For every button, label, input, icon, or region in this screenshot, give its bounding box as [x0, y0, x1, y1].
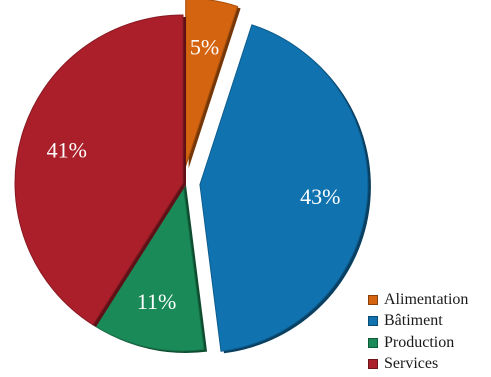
data-label-batiment: 43%: [300, 184, 340, 209]
pie-slice-face-batiment: [199, 24, 369, 352]
legend-item-batiment: Bâtiment: [368, 311, 491, 333]
legend-label-services: Services: [384, 355, 439, 373]
legend-swatch-batiment: [368, 316, 378, 327]
legend-swatch-services: [368, 359, 378, 370]
pie-slice-face-production: [92, 181, 205, 352]
legend-swatch-production: [368, 337, 378, 348]
data-label-production: 11%: [137, 289, 177, 314]
pie-slice-production: [92, 181, 208, 353]
pie-slice-alimentation: [185, 0, 241, 169]
legend-label-alimentation: Alimentation: [384, 290, 469, 308]
pie-slice-services: [14, 14, 187, 327]
pie-slice-batiment: [199, 24, 371, 354]
legend-item-services: Services: [368, 354, 491, 376]
data-label-alimentation: 5%: [190, 35, 219, 60]
pie-slice-face-alimentation: [185, 0, 239, 167]
legend-swatch-alimentation: [368, 294, 378, 305]
legend: Alimentation Bâtiment Production Service…: [368, 289, 491, 375]
legend-label-batiment: Bâtiment: [384, 312, 443, 330]
legend-item-alimentation: Alimentation: [368, 289, 491, 311]
legend-item-production: Production: [368, 332, 491, 354]
data-label-services: 41%: [47, 137, 87, 162]
legend-label-production: Production: [384, 333, 455, 351]
pie-slice-face-services: [14, 14, 184, 326]
